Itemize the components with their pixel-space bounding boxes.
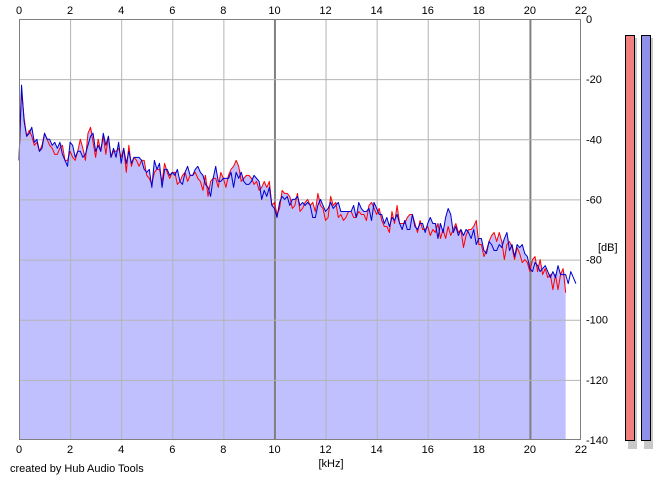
x-tick-label-bottom: 4 — [118, 444, 124, 456]
grid — [19, 19, 581, 440]
y-tick-label: 0 — [586, 14, 592, 26]
x-tick-label-bottom: 6 — [169, 444, 175, 456]
x-tick-label-top: 6 — [169, 5, 175, 17]
x-tick-label-top: 22 — [575, 5, 587, 17]
y-tick-label: -20 — [586, 74, 602, 86]
x-tick-label-bottom: 22 — [575, 444, 587, 456]
y-tick-label: -60 — [586, 194, 602, 206]
spectrum-fill — [19, 85, 566, 440]
x-tick-label-bottom: 2 — [67, 444, 73, 456]
x-tick-label-bottom: 10 — [268, 444, 280, 456]
level-meter-bar — [625, 35, 635, 441]
series-lines — [18, 84, 577, 293]
spectrum-area — [19, 85, 566, 440]
level-meter-bar — [641, 35, 651, 441]
x-tick-label-top: 16 — [422, 5, 434, 17]
x-tick-label-bottom: 12 — [319, 444, 331, 456]
x-tick-label-top: 18 — [473, 5, 485, 17]
x-tick-label-top: 14 — [371, 5, 383, 17]
series-line — [18, 84, 577, 285]
x-tick-label-top: 2 — [67, 5, 73, 17]
x-axis-label: [kHz] — [318, 458, 343, 470]
x-tick-label-top: 20 — [524, 5, 536, 17]
level-meters — [625, 35, 653, 449]
x-tick-label-top: 8 — [220, 5, 226, 17]
x-tick-label-bottom: 8 — [220, 444, 226, 456]
y-axis-label: [dB] — [598, 242, 618, 254]
x-tick-label-bottom: 0 — [16, 444, 22, 456]
x-tick-label-bottom: 14 — [371, 444, 383, 456]
x-tick-label-top: 4 — [118, 5, 124, 17]
plot-frame — [19, 19, 581, 440]
y-tick-label: -40 — [586, 134, 602, 146]
tick-labels: 002244668810101212141416161818202022220-… — [16, 5, 608, 456]
y-tick-label: -120 — [586, 375, 608, 387]
y-tick-label: -100 — [586, 315, 608, 327]
x-tick-label-top: 10 — [268, 5, 280, 17]
credit-text: created by Hub Audio Tools — [10, 463, 144, 475]
y-tick-label: -140 — [586, 435, 608, 447]
x-tick-label-bottom: 20 — [524, 444, 536, 456]
x-tick-label-top: 12 — [319, 5, 331, 17]
x-tick-label-bottom: 18 — [473, 444, 485, 456]
plot-border — [19, 19, 581, 440]
x-tick-label-top: 0 — [16, 5, 22, 17]
y-tick-label: -80 — [586, 255, 602, 267]
x-tick-label-bottom: 16 — [422, 444, 434, 456]
